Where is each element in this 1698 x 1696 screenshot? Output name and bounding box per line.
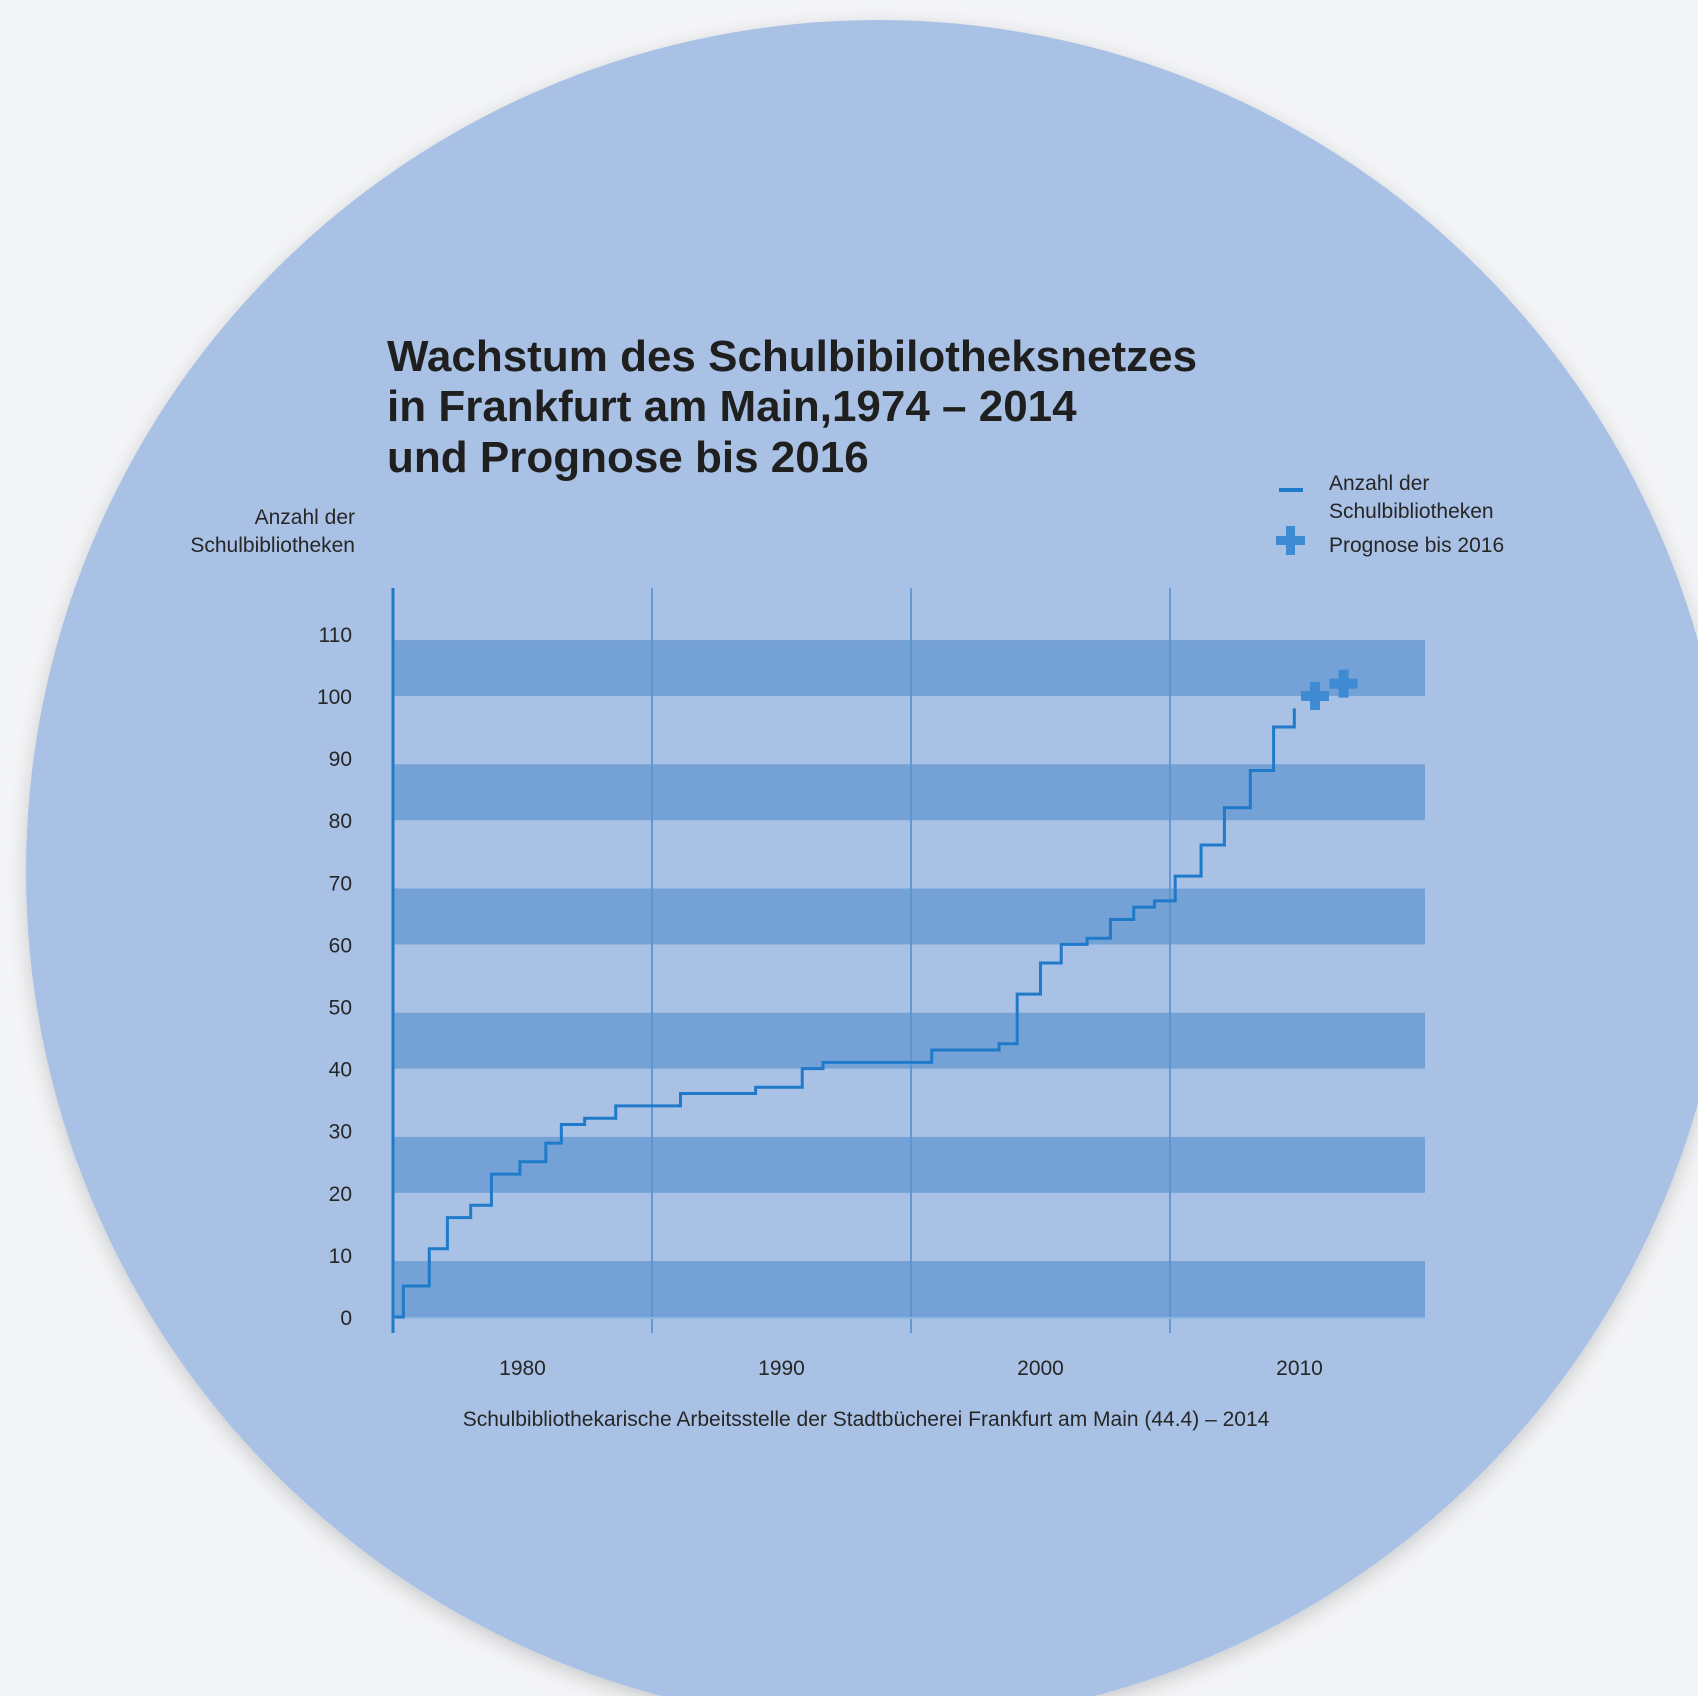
y-tick-label-100: 100 [317, 686, 352, 709]
chart-series [393, 669, 1358, 1319]
y-tick-label-20: 20 [329, 1183, 352, 1206]
series-line-schulbibliotheken [393, 708, 1296, 1319]
x-tick-label-1980: 1980 [499, 1357, 546, 1380]
band-0 [393, 1261, 1425, 1317]
y-tick-label-70: 70 [329, 872, 352, 895]
band-4 [393, 764, 1425, 821]
band-3 [393, 888, 1425, 945]
chart-title-line-3: und Prognose bis 2016 [387, 433, 869, 482]
prognosis-point-0 [1301, 682, 1330, 710]
y-tick-label-90: 90 [329, 748, 352, 771]
y-tick-label-110: 110 [319, 624, 352, 647]
y-tick-label-30: 30 [329, 1121, 352, 1144]
x-tick-label-2000: 2000 [1017, 1357, 1064, 1380]
y-tick-label-10: 10 [329, 1245, 352, 1268]
background-circle [26, 20, 1698, 1696]
band-1 [393, 1136, 1425, 1193]
y-tick-label-0: 0 [340, 1307, 352, 1330]
legend-plus-icon [1276, 526, 1305, 555]
band-2 [393, 1012, 1425, 1069]
y-tick-label-50: 50 [329, 997, 352, 1020]
legend-label-count-line-1: Anzahl der [1329, 472, 1429, 495]
x-tick-label-1990: 1990 [758, 1357, 805, 1380]
y-axis-label-line-1: Anzahl der [255, 506, 355, 529]
y-tick-label-60: 60 [329, 934, 352, 957]
legend: Anzahl der Schulbibliotheken Prognose bi… [1276, 472, 1504, 557]
legend-label-prognosis: Prognose bis 2016 [1329, 534, 1504, 557]
band-5 [393, 640, 1425, 696]
y-tick-label-80: 80 [329, 810, 352, 833]
y-axis-label-line-2: Schulbibliotheken [190, 534, 355, 557]
chart-title-line-2: in Frankfurt am Main,1974 – 2014 [387, 382, 1077, 431]
legend-line-swatch [1279, 488, 1303, 492]
chart-source-note: Schulbibliothekarische Arbeitsstelle der… [463, 1408, 1270, 1431]
x-axis-ticks: 1980 1990 2000 2010 [499, 1357, 1323, 1380]
y-tick-label-40: 40 [329, 1059, 352, 1082]
chart-bands [393, 640, 1425, 1317]
chart-gridlines [391, 588, 1425, 1333]
legend-label-count-line-2: Schulbibliotheken [1329, 500, 1494, 523]
y-axis-ticks: 0 10 20 30 40 50 60 70 80 90 100 110 [317, 624, 352, 1330]
prognosis-point-1 [1329, 669, 1358, 698]
chart-title-line-1: Wachstum des Schulbibilotheksnetzes [387, 332, 1197, 381]
x-tick-label-2010: 2010 [1276, 1357, 1323, 1380]
